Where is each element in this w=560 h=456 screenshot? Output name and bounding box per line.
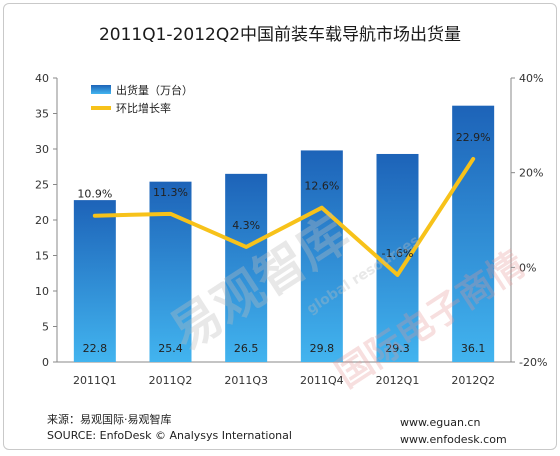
left-tick-label: 15 bbox=[35, 250, 49, 263]
source-cn: 来源：易观国际·易观智库 bbox=[47, 413, 172, 426]
left-tick-label: 40 bbox=[35, 72, 49, 85]
chart-svg: 2011Q1-2012Q2中国前装车载导航市场出货量 0 5 10 15 20 25 30 3… bbox=[35, 25, 547, 387]
right-tick-label: -20% bbox=[519, 356, 547, 369]
source-en: SOURCE: EnfoDesk © Analysys Internationa… bbox=[47, 429, 292, 442]
line-value-label: 11.3% bbox=[153, 186, 188, 199]
x-tick-label: 2011Q3 bbox=[224, 374, 268, 387]
line-value-label: 10.9% bbox=[77, 188, 112, 201]
x-tick-label: 2011Q1 bbox=[73, 374, 117, 387]
bar-2011Q4 bbox=[300, 150, 343, 362]
line-value-label: 22.9% bbox=[456, 131, 491, 144]
growth-rate-line bbox=[92, 156, 476, 277]
legend-label-growth: 环比增长率 bbox=[116, 101, 171, 115]
right-tick-label: 20% bbox=[519, 167, 543, 180]
bar-2011Q3 bbox=[225, 173, 268, 362]
bar-value-label: 25.4 bbox=[158, 342, 183, 355]
left-tick-label: 10 bbox=[35, 285, 49, 298]
left-tick-label: 30 bbox=[35, 143, 49, 156]
legend-label-shipments: 出货量（万台） bbox=[116, 83, 193, 97]
url-enfodesk[interactable]: www.enfodesk.com bbox=[400, 433, 507, 446]
bar-2011Q2 bbox=[149, 181, 192, 362]
x-tick-label: 2011Q4 bbox=[300, 374, 344, 387]
legend-swatch-shipments bbox=[91, 85, 111, 94]
chart-frame: 2011Q1-2012Q2中国前装车载导航市场出货量 0 5 10 15 20 25 30 3… bbox=[3, 3, 557, 450]
left-tick-label: 0 bbox=[42, 356, 49, 369]
left-tick-label: 35 bbox=[35, 108, 49, 121]
bar-2011Q1 bbox=[73, 200, 116, 362]
x-tick-label: 2011Q2 bbox=[149, 374, 193, 387]
right-tick-label: 40% bbox=[519, 72, 543, 85]
left-tick-label: 5 bbox=[42, 321, 49, 334]
bar-value-label: 26.5 bbox=[234, 342, 259, 355]
line-value-label: 12.6% bbox=[304, 180, 339, 193]
url-eguan[interactable]: www.eguan.cn bbox=[400, 416, 481, 429]
bar-value-label: 29.8 bbox=[310, 342, 335, 355]
x-tick-label: 2012Q1 bbox=[376, 374, 420, 387]
chart-title: 2011Q1-2012Q2中国前装车载导航市场出货量 bbox=[99, 25, 461, 45]
bar-2012Q2 bbox=[452, 105, 495, 362]
bar-value-label: 36.1 bbox=[461, 342, 486, 355]
bar-2012Q1 bbox=[376, 153, 419, 362]
left-tick-label: 25 bbox=[35, 179, 49, 192]
left-tick-label: 20 bbox=[35, 214, 49, 227]
line-value-label: -1.6% bbox=[382, 247, 414, 260]
right-tick-label: 0% bbox=[519, 261, 536, 274]
x-tick-label: 2012Q2 bbox=[451, 374, 495, 387]
line-value-label: 4.3% bbox=[232, 219, 260, 232]
bar-value-label: 29.3 bbox=[385, 342, 410, 355]
bar-value-label: 22.8 bbox=[83, 342, 108, 355]
